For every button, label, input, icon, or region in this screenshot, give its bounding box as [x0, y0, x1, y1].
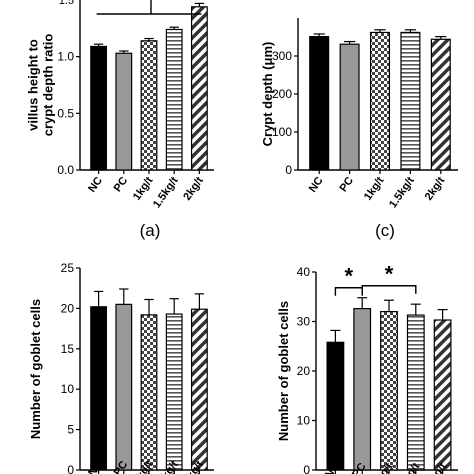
bar-pc: [115, 303, 133, 471]
bar-nc: [90, 45, 108, 171]
y-axis-label: villus height tocrypt depth ratio: [25, 34, 55, 137]
bar-1kgt: [380, 311, 398, 471]
bar-15kgt: [165, 313, 183, 471]
y-tick-label: 5: [67, 423, 74, 437]
significance-bracket: [361, 285, 417, 294]
chart-panel-a: 0.0 0.5 1.0 1.5 villus height tocrypt depth …: [25, 0, 214, 240]
bar-nc: [326, 341, 345, 471]
y-tick-label: 40: [297, 265, 311, 279]
y-tick-label: 0.0: [57, 163, 74, 177]
y-tick-label: 200: [272, 87, 292, 101]
bar-pc: [339, 43, 360, 171]
bar-1kgt: [140, 314, 158, 471]
y-tick-label: 1.0: [57, 50, 74, 64]
bar-pc: [115, 52, 133, 171]
bar-2kgt: [190, 308, 208, 471]
y-tick-label: 20: [61, 301, 75, 315]
y-tick-label: 0: [303, 463, 310, 474]
y-tick-label: 10: [61, 382, 75, 396]
panel-label: (a): [140, 221, 161, 240]
significance-star: *: [345, 264, 354, 289]
x-tick-label: NC: [307, 175, 326, 195]
bar-2kgt: [190, 6, 208, 171]
y-tick-label: 10: [297, 414, 311, 428]
y-axis-label: Crypt depth (μm): [260, 42, 275, 147]
y-tick-label: 25: [61, 261, 75, 275]
y-tick-label: 300: [272, 49, 292, 63]
x-tick-label: NC: [86, 175, 105, 195]
bar-1kgt: [369, 31, 391, 171]
y-tick-label: 100: [272, 125, 292, 139]
bar-nc: [309, 36, 330, 171]
y-axis-label: Number of goblet cells: [276, 301, 291, 441]
panel-label: (c): [375, 221, 395, 240]
bar-15kgt: [400, 31, 421, 171]
bar-nc: [90, 306, 108, 471]
bar-15kgt: [165, 28, 183, 171]
bar-2kgt: [433, 319, 452, 471]
y-tick-label: 0: [285, 163, 292, 177]
bar-2kgt: [430, 38, 451, 171]
significance-star: *: [385, 262, 394, 287]
y-tick-label-top: 1.5: [59, 0, 74, 7]
x-tick-label: 2kg/t: [181, 175, 206, 203]
x-tick-label: 1kg/t: [131, 175, 156, 203]
y-tick-label: 20: [297, 364, 311, 378]
x-tick-label: PC: [112, 175, 131, 194]
significance-bracket: [334, 287, 363, 296]
x-tick-label: 2kg/t: [423, 175, 448, 203]
x-tick-label: 1kg/t: [362, 175, 387, 203]
y-tick-label: 0.5: [57, 106, 74, 120]
y-axis-label: Number of goblet cells: [28, 299, 43, 439]
y-tick-label: 0: [67, 463, 74, 474]
x-tick-label: 1.5kg/t: [387, 175, 417, 211]
y-tick-label: 15: [61, 342, 75, 356]
x-tick-label: PC: [337, 175, 356, 194]
bar-1kgt: [140, 40, 158, 171]
x-tick-label: 1.5kg/t: [151, 175, 181, 211]
bar-15kgt: [406, 314, 425, 471]
y-tick-label: 30: [297, 315, 311, 329]
bar-pc: [353, 308, 372, 471]
